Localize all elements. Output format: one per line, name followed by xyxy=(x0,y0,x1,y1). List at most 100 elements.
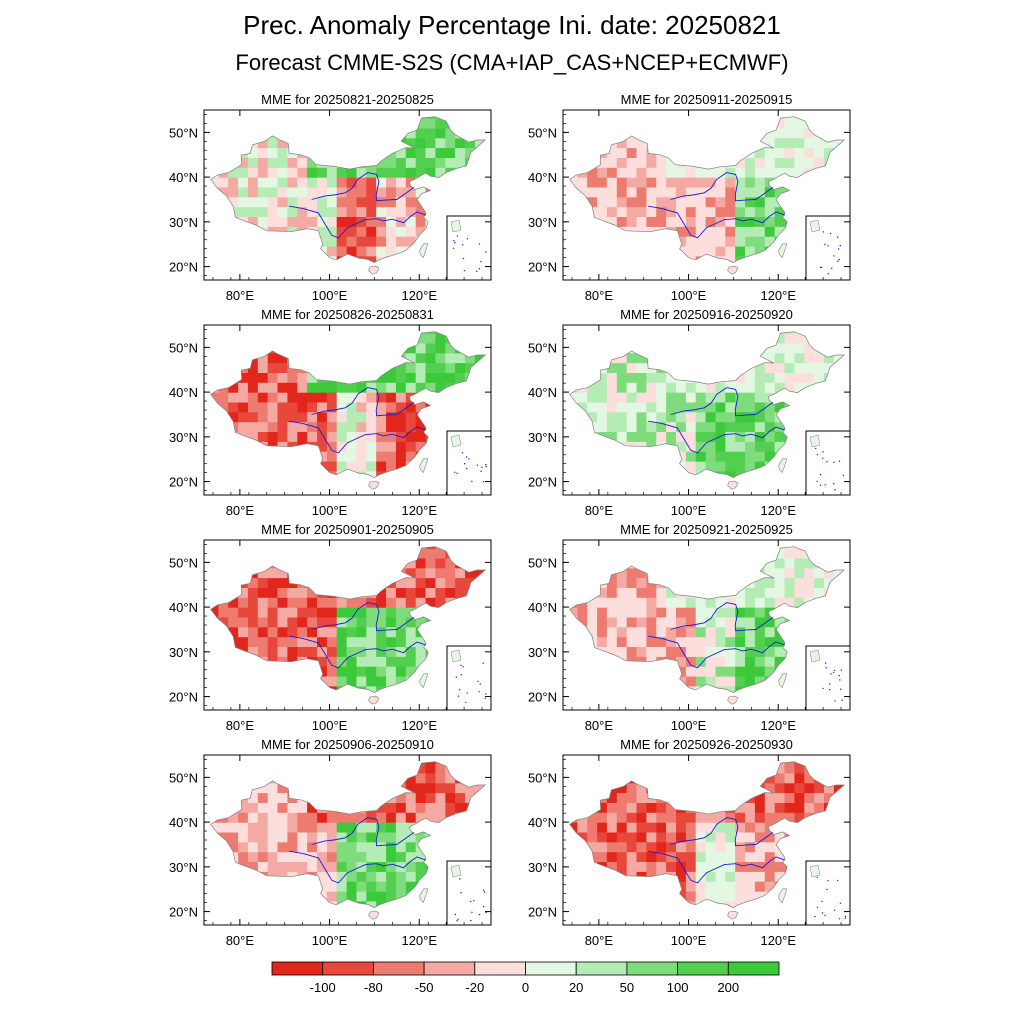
anomaly-cell xyxy=(725,255,736,263)
anomaly-cell xyxy=(676,392,687,403)
anomaly-cell xyxy=(297,831,308,843)
anomaly-cell xyxy=(784,812,795,823)
anomaly-cell xyxy=(735,587,746,598)
anomaly-cell xyxy=(395,636,407,647)
anomaly-cell xyxy=(425,548,436,559)
anomaly-cell xyxy=(395,831,407,843)
anomaly-cell xyxy=(405,362,417,373)
anomaly-cell xyxy=(336,226,348,237)
anomaly-cell xyxy=(764,157,776,168)
anomaly-cell xyxy=(764,372,776,383)
anomaly-cell xyxy=(277,822,288,833)
anomaly-cell xyxy=(794,597,805,608)
anomaly-cell xyxy=(307,411,318,423)
country-border xyxy=(569,546,846,693)
inset-island-dot xyxy=(821,900,823,903)
anomaly-cell xyxy=(636,812,647,823)
anomaly-cell xyxy=(587,167,598,178)
anomaly-cell xyxy=(824,567,835,579)
anomaly-cell xyxy=(425,333,436,344)
anomaly-cell xyxy=(267,147,279,158)
anomaly-cell xyxy=(326,451,338,462)
anomaly-cell xyxy=(366,470,377,478)
anomaly-cell xyxy=(666,616,677,628)
anomaly-cell xyxy=(257,411,269,423)
anomaly-cell xyxy=(646,392,657,403)
anomaly-cell xyxy=(745,812,756,823)
anomaly-cell xyxy=(705,401,717,413)
anomaly-cell xyxy=(725,607,736,618)
anomaly-cell xyxy=(764,382,776,393)
anomaly-cell xyxy=(656,861,667,872)
anomaly-cell xyxy=(666,421,677,432)
anomaly-cell xyxy=(257,782,269,794)
anomaly-cell xyxy=(577,186,588,198)
anomaly-cell xyxy=(764,802,776,813)
anomaly-cell xyxy=(267,782,279,794)
anomaly-cell xyxy=(415,861,427,872)
anomaly-cell xyxy=(725,421,736,432)
anomaly-cell xyxy=(616,137,628,149)
anomaly-cell xyxy=(277,382,288,393)
hainan-island xyxy=(368,480,380,490)
anomaly-cell xyxy=(715,451,726,462)
anomaly-cell xyxy=(445,137,456,149)
inset-island-dot xyxy=(476,464,479,466)
anomaly-cell xyxy=(735,246,746,257)
anomaly-cell xyxy=(606,851,618,862)
anomaly-cell xyxy=(597,177,608,188)
anomaly-cell xyxy=(425,597,436,608)
anomaly-cell xyxy=(346,461,358,472)
anomaly-cell xyxy=(606,392,618,403)
anomaly-cell xyxy=(317,177,328,188)
anomaly-cell xyxy=(705,392,717,403)
anomaly-cell xyxy=(356,656,367,667)
anomaly-cell xyxy=(735,196,746,208)
anomaly-cell xyxy=(386,411,397,423)
anomaly-cell xyxy=(705,167,717,178)
anomaly-cell xyxy=(366,196,377,208)
lat-label: 20°N xyxy=(169,260,198,275)
inset-island-dot xyxy=(839,679,841,681)
anomaly-cell xyxy=(247,411,259,423)
anomaly-cell xyxy=(356,881,367,892)
anomaly-cell xyxy=(725,451,736,462)
anomaly-cell xyxy=(695,626,707,638)
taiwan-island xyxy=(419,888,429,904)
anomaly-cell xyxy=(764,577,776,588)
anomaly-cell xyxy=(267,831,279,843)
anomaly-cell xyxy=(267,401,279,413)
anomaly-cell xyxy=(705,411,717,423)
anomaly-cell xyxy=(405,342,417,354)
anomaly-cell xyxy=(386,607,397,618)
colorbar-swatch xyxy=(727,961,780,976)
anomaly-cell xyxy=(356,206,367,217)
anomaly-cell xyxy=(636,392,647,403)
anomaly-cell xyxy=(376,822,387,833)
anomaly-cell xyxy=(705,656,717,667)
anomaly-cell xyxy=(307,626,318,638)
anomaly-cell xyxy=(606,372,618,383)
anomaly-cell xyxy=(238,177,249,188)
anomaly-cell xyxy=(735,411,746,423)
anomaly-cell xyxy=(336,382,348,393)
anomaly-cell xyxy=(425,761,436,764)
anomaly-cell xyxy=(754,401,766,413)
anomaly-cell xyxy=(386,802,397,813)
anomaly-cell xyxy=(656,177,667,188)
anomaly-cell xyxy=(735,822,746,833)
anomaly-cell xyxy=(425,557,436,569)
inset-island-dot xyxy=(460,664,462,666)
anomaly-cell xyxy=(636,831,647,843)
anomaly-cell xyxy=(735,216,746,227)
anomaly-cell xyxy=(685,831,697,843)
anomaly-cell xyxy=(646,216,657,227)
anomaly-cell xyxy=(695,421,707,432)
anomaly-cell xyxy=(676,206,687,217)
anomaly-cell xyxy=(764,226,776,237)
anomaly-cell xyxy=(317,861,328,872)
anomaly-cell xyxy=(228,597,239,608)
anomaly-cell xyxy=(764,861,776,872)
lat-label: 20°N xyxy=(528,905,557,920)
anomaly-cell xyxy=(376,392,387,403)
